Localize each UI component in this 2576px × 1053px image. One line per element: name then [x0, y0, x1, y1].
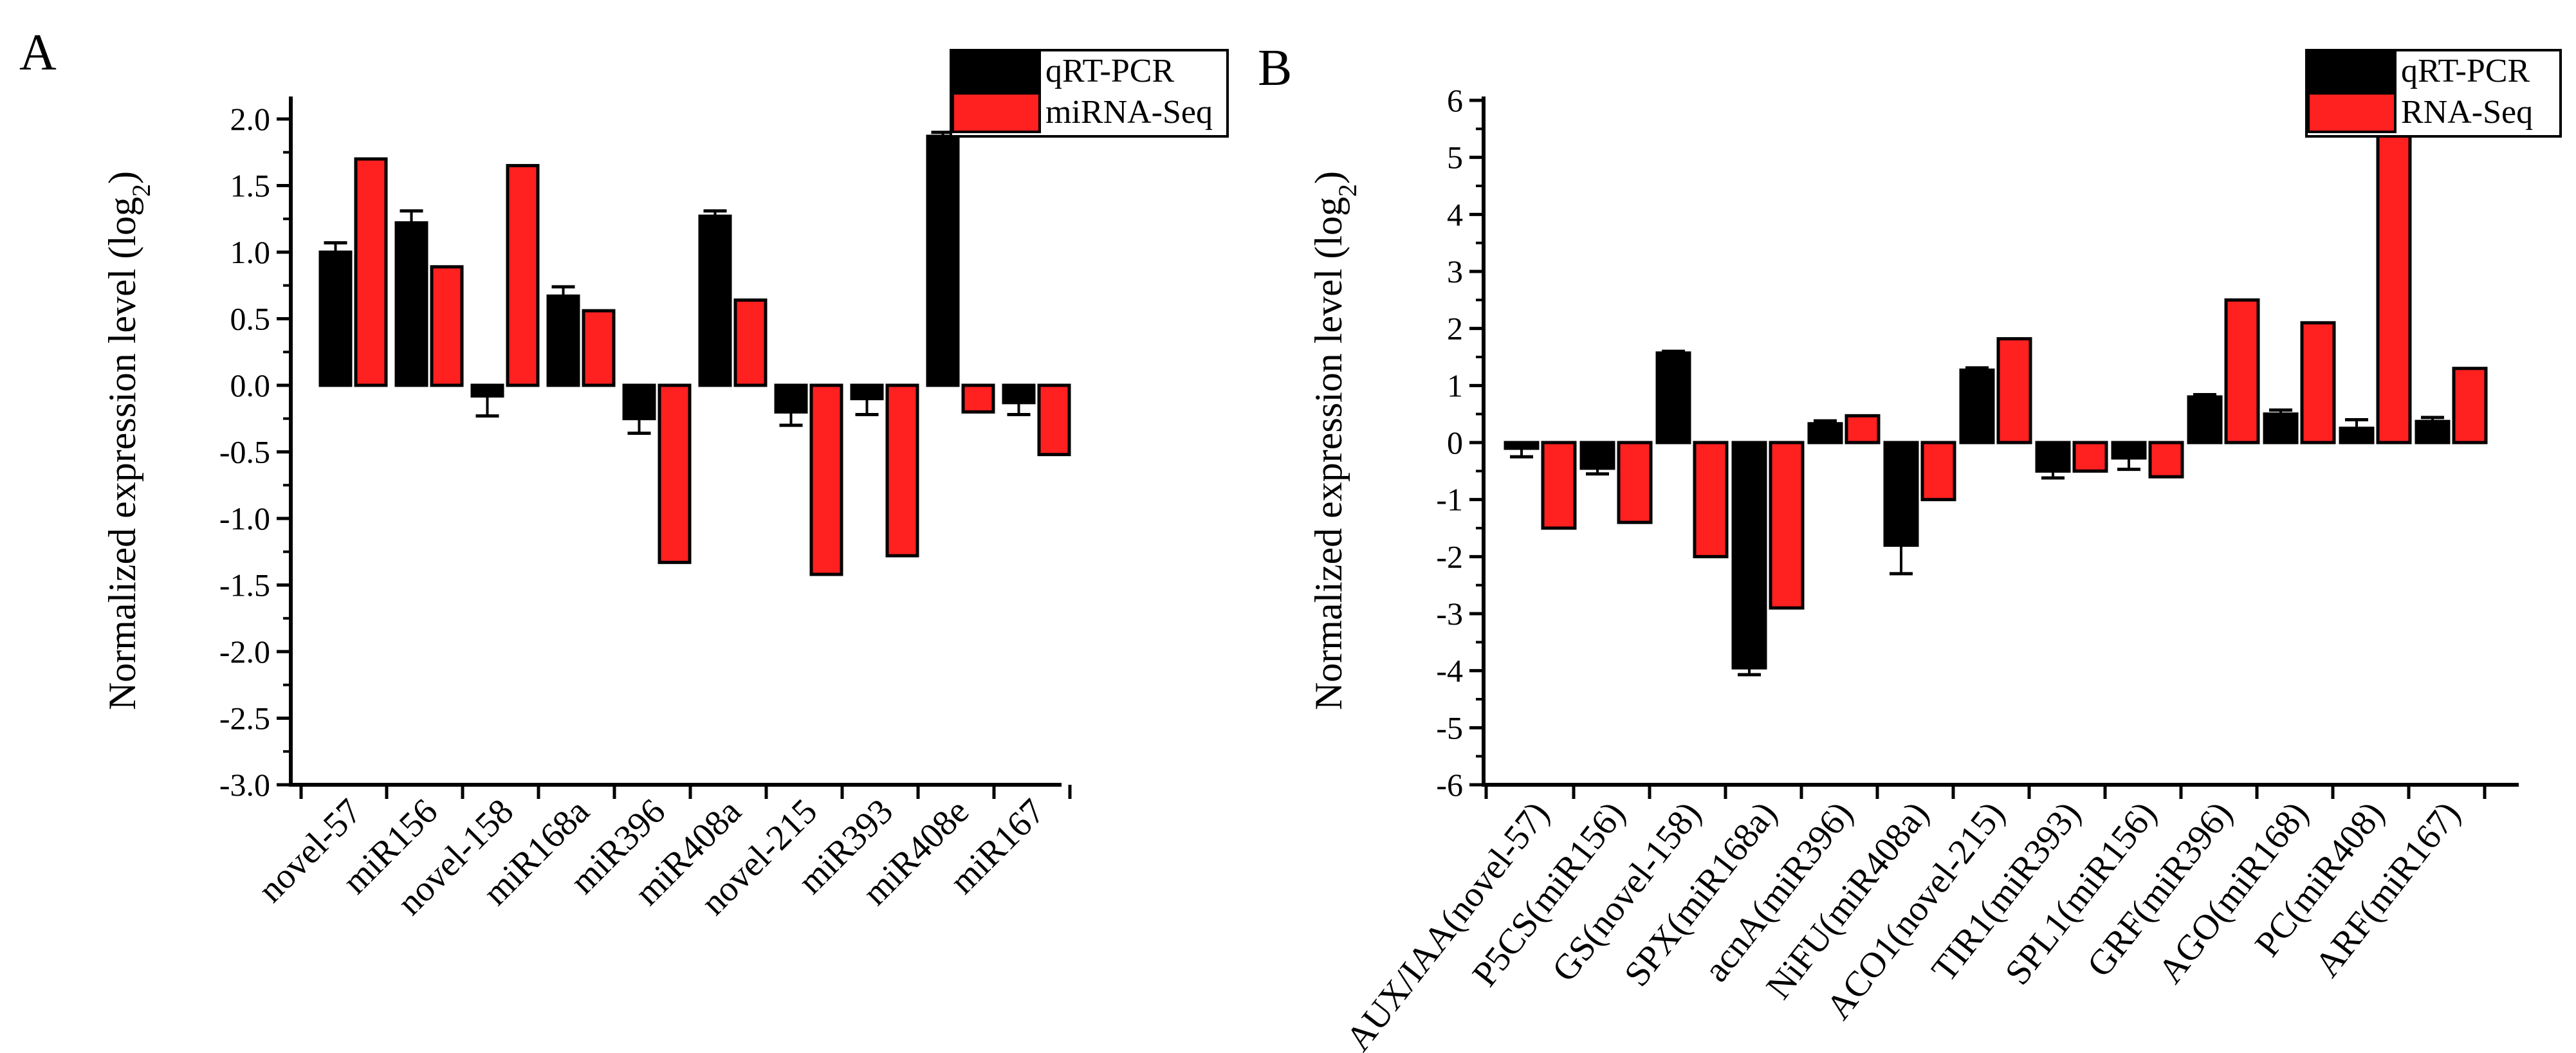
panel-a-bar-qrt-pcr — [774, 383, 808, 414]
panel-b-bar-qrt-pcr — [1883, 441, 1919, 547]
panel-a-y-tick-label: -1.5 — [219, 567, 270, 603]
panel-b-bar-seq — [2224, 298, 2260, 444]
panel-b-bar-seq — [2072, 441, 2108, 473]
panel-b-bar-seq — [1996, 337, 2032, 444]
panel-b-y-tick-label: -3 — [1436, 596, 1463, 632]
panel-b-legend-swatch — [2307, 92, 2397, 133]
panel-b-bar-seq — [1541, 441, 1577, 530]
panel-a-bar-qrt-pcr — [926, 134, 960, 387]
panel-a-bar-seq — [885, 383, 919, 558]
panel-b-bar-seq — [1617, 441, 1653, 524]
panel-a-bar-qrt-pcr — [546, 294, 580, 387]
panel-b-y-axis-label-close: ) — [1307, 171, 1350, 184]
panel-a-x-category-label: novel-57 — [251, 791, 370, 910]
panel-a-bar-seq — [961, 383, 995, 414]
panel-a-bar-qrt-pcr — [698, 214, 732, 387]
panel-a-legend-swatch — [952, 92, 1041, 133]
panel-b-y-tick-label: -5 — [1436, 710, 1463, 746]
panel-b-y-axis-label: Normalized expression level (log2) — [1307, 171, 1362, 710]
panel-a-bar-qrt-pcr — [850, 383, 884, 401]
panel-b-legend-label: RNA-Seq — [2401, 94, 2533, 131]
panel-a-bar-seq — [506, 163, 540, 387]
panel-a-bar-qrt-pcr — [394, 221, 428, 387]
panel-a-y-tick-label: 2.0 — [230, 101, 271, 137]
panel-a-y-tick-label: -0.5 — [219, 434, 270, 470]
panel-b-bar-qrt-pcr — [2415, 419, 2451, 444]
panel-b-y-tick-label: 5 — [1447, 140, 1463, 176]
panel-b-bar-qrt-pcr — [2263, 412, 2299, 444]
panel-a-y-tick-label: -2.0 — [219, 634, 270, 670]
panel-b-bar-seq — [2148, 441, 2184, 479]
panel-b-bar-seq — [2452, 367, 2488, 444]
panel-a-bar-seq — [733, 298, 768, 387]
panel-b-bar-qrt-pcr — [2035, 441, 2071, 473]
panel-a-legend: qRT-PCR miRNA-Seq — [950, 49, 1229, 138]
panel-a-bar-seq — [354, 157, 388, 387]
panel-b-legend-label: qRT-PCR — [2401, 53, 2530, 89]
panel-a-bar-seq — [582, 309, 616, 387]
panel-a-y-tick-label: -2.5 — [219, 700, 270, 737]
panel-b-bar-seq — [1845, 414, 1881, 444]
panel-a-bar-seq — [809, 383, 843, 576]
panel-a-y-tick-label: 1.5 — [230, 168, 271, 204]
panel-b-bar-qrt-pcr — [2339, 426, 2375, 444]
panel-b-y-axis-label-sub: 2 — [1333, 184, 1362, 197]
panel-a-legend-label: miRNA-Seq — [1045, 94, 1213, 131]
panel-a-bar-qrt-pcr — [622, 383, 656, 421]
panel-b-bar-qrt-pcr — [2187, 395, 2223, 444]
panel-b-bar-qrt-pcr — [1579, 441, 1615, 470]
panel-a-legend-label: qRT-PCR — [1045, 53, 1174, 89]
panel-a-y-tick-label: -3.0 — [219, 767, 270, 803]
panel-a-bar-qrt-pcr — [1002, 383, 1036, 405]
panel-b-bar-qrt-pcr — [2111, 441, 2147, 460]
panel-a-bar-seq — [430, 265, 464, 387]
panel-a-y-axis-label: Normalized expression level (log2) — [101, 171, 156, 710]
panel-a-letter: A — [19, 24, 57, 81]
panel-a-legend-swatch — [952, 51, 1041, 92]
panel-b-legend-swatch — [2307, 51, 2397, 92]
panel-b-y-tick-label: 6 — [1447, 82, 1463, 118]
panel-b-legend: qRT-PCR RNA-Seq — [2305, 49, 2562, 138]
panel-a-y-tick-label: 0.0 — [230, 367, 271, 403]
panel-b-y-tick-label: 0 — [1447, 425, 1463, 461]
panel-a-bar-qrt-pcr — [318, 250, 353, 387]
panel-b-y-tick-label: -6 — [1436, 767, 1463, 803]
panel-b-bar-qrt-pcr — [1731, 441, 1767, 670]
panel-b-bar-qrt-pcr — [1959, 368, 1995, 444]
panel-a-y-axis-label-sub: 2 — [127, 184, 156, 197]
panel-b-bar-seq — [2300, 321, 2336, 444]
panel-a-y-tick-label: -1.0 — [219, 500, 270, 536]
panel-b-bar-qrt-pcr — [1807, 422, 1843, 444]
panel-b-letter: B — [1258, 40, 1292, 96]
panel-b-y-tick-label: -1 — [1436, 482, 1463, 518]
panel-b-bar-qrt-pcr — [1504, 441, 1540, 450]
panel-b-bar-qrt-pcr — [1655, 351, 1691, 444]
panel-a-bar-qrt-pcr — [470, 383, 504, 398]
panel-a-y-tick-label: 0.5 — [230, 301, 271, 337]
panel-b-bar-seq — [2376, 133, 2412, 444]
panel-b-y-tick-label: 1 — [1447, 367, 1463, 403]
panel-a-y-axis-label-main: Normalized expression level (log — [101, 197, 143, 710]
panel-a-chart: A -3.0 -2.5 -2.0 -1.5 -1.0 -0.5 0.0 0.5 1.0 1.5 2.0… — [19, 24, 1229, 923]
panel-b-y-tick-label: -2 — [1436, 538, 1463, 574]
panel-b-y-tick-label: 4 — [1447, 196, 1463, 232]
panel-a-y-tick-label: 1.0 — [230, 234, 271, 270]
panel-b-y-tick-label: -4 — [1436, 653, 1463, 689]
panel-b-bar-seq — [1693, 441, 1729, 558]
panel-b-y-tick-label: 3 — [1447, 253, 1463, 289]
panel-a-y-axis-label-close: ) — [101, 171, 143, 184]
panel-a-bar-seq — [1037, 383, 1071, 457]
panel-b-y-tick-label: 2 — [1447, 311, 1463, 347]
panel-b-chart: B -6 -5 -4 -3 -2 -1 0 1 2 3 4 5 6 Normalized expressio… — [1258, 40, 2562, 1053]
panel-b-bar-seq — [1920, 441, 1956, 502]
panel-b-bar-seq — [1769, 441, 1805, 610]
panel-b-y-axis-label-main: Normalized expression level (log — [1307, 197, 1350, 710]
panel-a-bar-seq — [658, 383, 692, 564]
